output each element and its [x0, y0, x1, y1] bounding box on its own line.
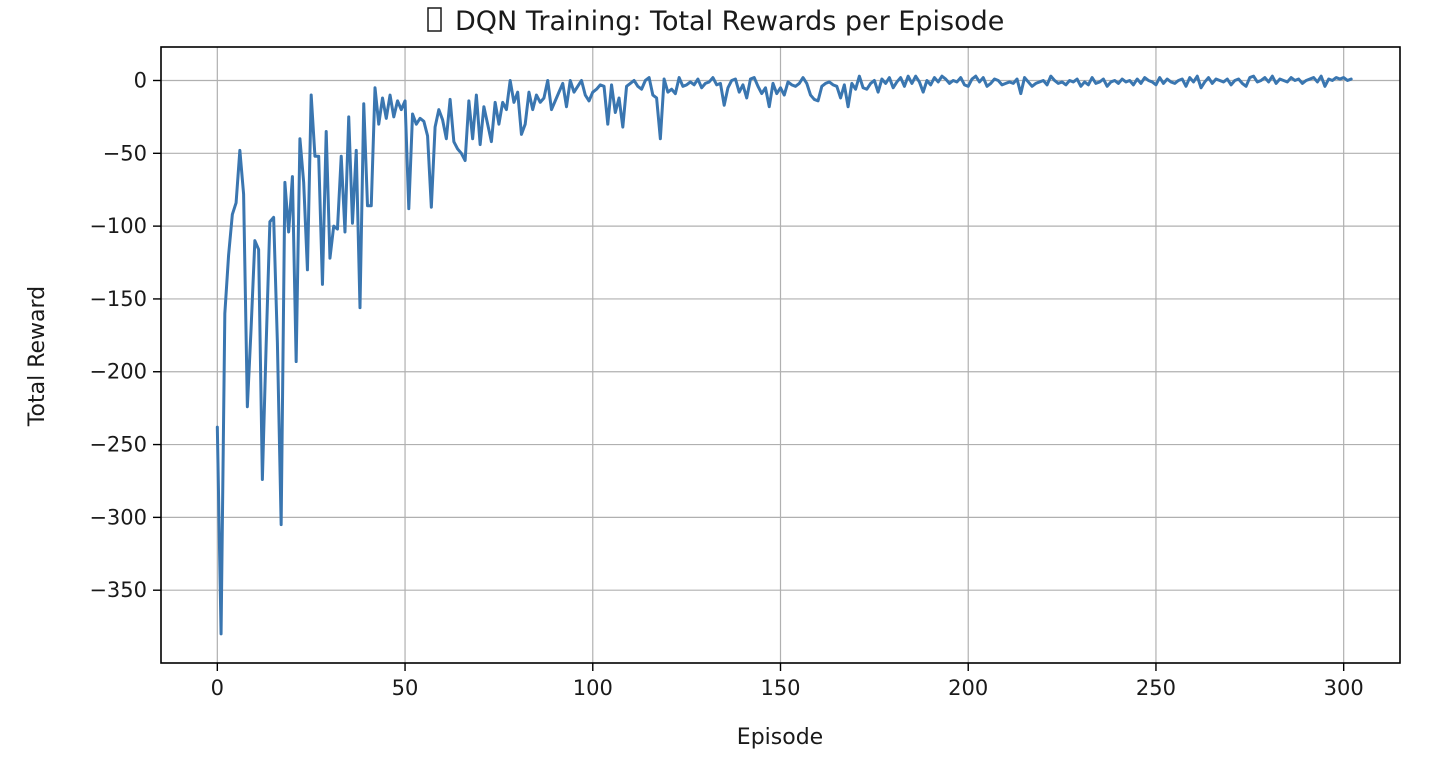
y-tick-label: −150: [89, 287, 147, 311]
x-tick-label: 50: [392, 676, 419, 700]
y-tick-label: −200: [89, 360, 147, 384]
x-axis-label: Episode: [737, 725, 823, 750]
series-layer: [215, 74, 1353, 636]
missing-glyph-icon: [427, 7, 442, 32]
x-tick-label: 300: [1324, 676, 1364, 700]
grid: [161, 47, 1400, 663]
y-tick-label: −50: [103, 141, 147, 165]
y-tick-label: −300: [89, 505, 147, 529]
x-tick-label: 0: [211, 676, 224, 700]
x-tick-label: 150: [760, 676, 800, 700]
y-axis-label: Total Reward: [25, 286, 50, 427]
reward-series-line: [215, 74, 1353, 636]
chart-title-group: DQN Training: Total Rewards per Episode: [427, 6, 1004, 37]
y-tick-label: 0: [134, 68, 147, 92]
y-axis: 0 −50 −100 −150 −200 −250 −300 −350: [89, 68, 161, 602]
x-axis: 0 50 100 150 200 250 300: [211, 663, 1364, 700]
x-tick-label: 100: [573, 676, 613, 700]
y-tick-label: −250: [89, 433, 147, 457]
x-tick-label: 250: [1136, 676, 1176, 700]
chart-title: DQN Training: Total Rewards per Episode: [455, 6, 1004, 37]
x-tick-label: 200: [948, 676, 988, 700]
y-tick-label: −100: [89, 214, 147, 238]
y-tick-label: −350: [89, 578, 147, 602]
